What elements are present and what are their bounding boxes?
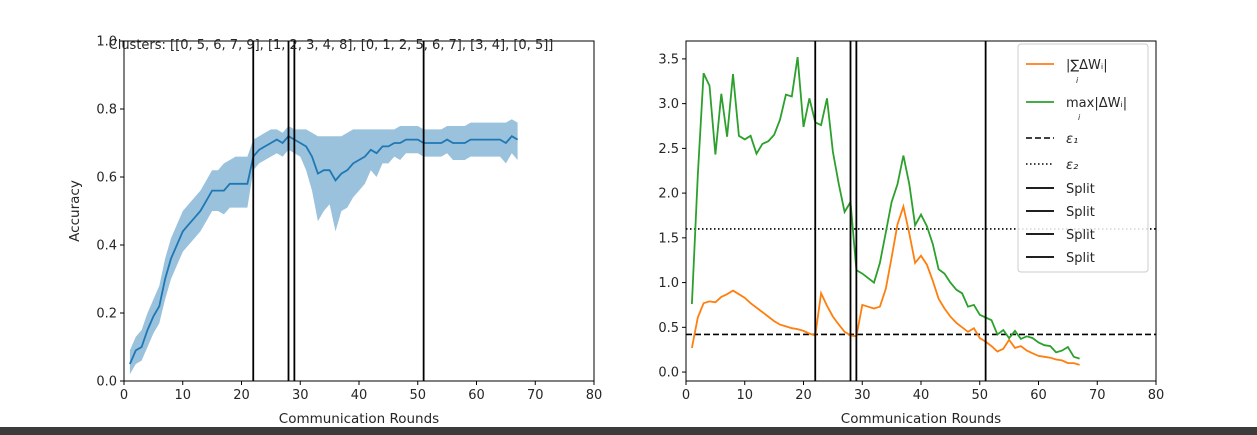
x-tick-label: 30 [292, 388, 309, 403]
x-tick-label: 10 [174, 388, 191, 403]
sum-delta-w-line [691, 203, 1080, 366]
x-tick-label: 60 [1030, 388, 1047, 403]
x-tick-label: 30 [854, 388, 871, 403]
y-tick-label: 3.5 [658, 52, 679, 67]
legend-entry-sum: |∑ΔWᵢ| i [1026, 58, 1108, 85]
legend-entry-split-2: Split [1026, 205, 1095, 220]
y-tick-label: 1.5 [658, 231, 679, 246]
legend-label-split: Split [1066, 205, 1095, 220]
y-tick-label: 2.5 [658, 142, 679, 157]
y-tick-label: 0.0 [658, 366, 679, 381]
x-tick-label: 20 [795, 388, 812, 403]
accuracy-plot-title: Clusters: [[0, 5, 6, 7, 9], [1, 2, 3, 4,… [109, 38, 554, 53]
window-bottom-bar [0, 427, 1257, 435]
y-tick-label: 0.4 [96, 239, 117, 254]
accuracy-mean-line [129, 135, 519, 365]
accuracy-std-band [129, 119, 518, 375]
legend-label-split: Split [1066, 228, 1095, 243]
legend-entry-split-1: Split [1026, 182, 1095, 197]
legend-label-eps1: ε₁ [1066, 132, 1078, 147]
legend-label-split: Split [1066, 251, 1095, 266]
legend-entry-split-3: Split [1026, 228, 1095, 243]
legend-label-split: Split [1066, 182, 1095, 197]
legend-label-sum-subscript: i [1076, 76, 1079, 85]
y-tick-label: 0.5 [658, 321, 679, 336]
y-tick-label: 0.6 [96, 171, 117, 186]
x-tick-label: 70 [1089, 388, 1106, 403]
accuracy-y-axis-label: Accuracy [67, 180, 83, 242]
y-tick-label: 3.0 [658, 97, 679, 112]
y-tick-label: 0.2 [96, 307, 117, 322]
x-tick-label: 60 [468, 388, 485, 403]
x-tick-label: 80 [586, 388, 603, 403]
legend-label-sum: |∑ΔWᵢ| [1066, 58, 1108, 73]
x-tick-label: 70 [527, 388, 544, 403]
legend-label-eps2: ε₂ [1066, 158, 1078, 173]
legend-entry-max: max|ΔWᵢ| i [1026, 96, 1127, 122]
y-tick-label: 0.0 [96, 375, 117, 390]
legend-label-max-subscript: i [1078, 113, 1081, 122]
x-tick-label: 50 [409, 388, 426, 403]
accuracy-x-axis-label: Communication Rounds [279, 411, 439, 427]
x-tick-label: 10 [736, 388, 753, 403]
x-tick-label: 40 [351, 388, 368, 403]
y-tick-label: 2.0 [658, 187, 679, 202]
legend-entry-eps1: ε₁ [1026, 132, 1078, 147]
x-tick-label: 0 [120, 388, 128, 403]
weight-x-axis-label: Communication Rounds [841, 411, 1001, 427]
x-tick-label: 50 [971, 388, 988, 403]
legend-entry-split-4: Split [1026, 251, 1095, 266]
legend: |∑ΔWᵢ| i max|ΔWᵢ| i ε₁ ε₂ Split [1017, 43, 1149, 273]
weight-update-plot: 0 10 20 30 40 50 60 70 80 0.0 0.5 1.0 1.5 2.0 2.5 3.0 3… [658, 40, 1165, 427]
y-tick-label: 0.8 [96, 103, 117, 118]
legend-label-max: max|ΔWᵢ| [1066, 96, 1127, 111]
max-delta-w-line [691, 56, 1080, 360]
x-tick-label: 20 [233, 388, 250, 403]
legend-frame [1017, 43, 1149, 273]
legend-entry-eps2: ε₂ [1026, 158, 1078, 173]
x-tick-label: 0 [682, 388, 690, 403]
accuracy-plot: 0 10 20 30 40 50 60 70 80 0.0 0.2 0.4 0.6 0.8 1.0 Com… [67, 35, 602, 428]
y-tick-label: 1.0 [658, 276, 679, 291]
x-tick-label: 40 [913, 388, 930, 403]
x-tick-label: 80 [1148, 388, 1165, 403]
y-tick-label: 1.0 [96, 35, 117, 50]
